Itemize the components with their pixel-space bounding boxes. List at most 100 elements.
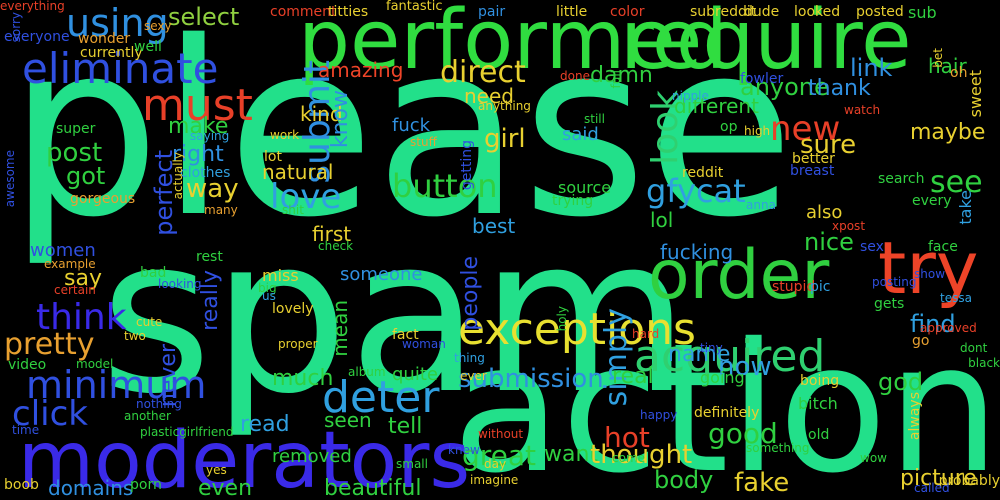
word: day bbox=[484, 457, 507, 471]
word: also bbox=[806, 202, 843, 223]
word: everything bbox=[0, 0, 65, 13]
word: fact bbox=[392, 327, 419, 343]
word: anyone bbox=[740, 73, 829, 101]
word: please bbox=[8, 0, 795, 270]
word: lot bbox=[264, 149, 282, 165]
word: wow bbox=[860, 451, 887, 465]
word: posted bbox=[856, 4, 904, 20]
word: another bbox=[124, 409, 171, 423]
word: new bbox=[770, 109, 841, 149]
word: cute bbox=[136, 315, 163, 329]
word: posting bbox=[872, 275, 917, 289]
word: probably bbox=[938, 473, 1000, 489]
word: think bbox=[36, 297, 127, 338]
word: saying bbox=[190, 129, 230, 143]
word: quite bbox=[392, 364, 438, 385]
word: now bbox=[718, 352, 772, 382]
word: awesome bbox=[3, 150, 17, 208]
word: nothing bbox=[136, 397, 182, 411]
word: oh bbox=[950, 65, 968, 81]
word: exceptions bbox=[458, 304, 696, 355]
word: submission bbox=[458, 364, 604, 394]
word: gets bbox=[874, 296, 905, 312]
word: pair bbox=[478, 4, 506, 20]
word: knew bbox=[448, 443, 480, 457]
word: good bbox=[708, 417, 778, 450]
word: full bbox=[609, 70, 623, 89]
word: best bbox=[472, 214, 516, 238]
word: real bbox=[612, 364, 654, 389]
word: know bbox=[328, 90, 353, 149]
word: proper bbox=[278, 337, 318, 351]
word: hard bbox=[632, 327, 660, 341]
word: us bbox=[262, 289, 276, 303]
word: anna bbox=[746, 198, 776, 212]
word: little bbox=[556, 4, 588, 20]
word: kind bbox=[300, 102, 343, 126]
word: moderators bbox=[18, 416, 471, 500]
word: work bbox=[270, 128, 300, 142]
word: watch bbox=[844, 103, 881, 117]
word: tessa bbox=[940, 291, 972, 305]
word: imagine bbox=[470, 473, 519, 487]
word: sub bbox=[908, 3, 937, 22]
word: subreddit bbox=[690, 4, 757, 20]
word: fuck bbox=[392, 115, 431, 136]
word: love bbox=[270, 177, 342, 217]
word: looked bbox=[794, 4, 841, 20]
word: hair bbox=[928, 54, 967, 78]
word: two bbox=[124, 329, 146, 343]
word: removed bbox=[272, 446, 352, 467]
word: first bbox=[312, 222, 352, 246]
word: order bbox=[648, 236, 830, 315]
word: still bbox=[584, 112, 605, 126]
word: titties bbox=[328, 4, 369, 20]
word: picture bbox=[900, 466, 977, 491]
word: gorgeous bbox=[70, 191, 136, 207]
word: minimum bbox=[26, 363, 207, 407]
word: maybe bbox=[910, 120, 986, 145]
word: performed bbox=[298, 0, 728, 88]
word: name bbox=[668, 342, 731, 367]
word: shit bbox=[282, 203, 304, 217]
word: mean bbox=[328, 300, 352, 357]
word: body bbox=[654, 466, 714, 494]
word: time bbox=[12, 423, 40, 437]
word: amazing bbox=[318, 58, 404, 82]
word: make bbox=[168, 114, 229, 139]
word: high bbox=[744, 124, 771, 138]
word: nipple bbox=[672, 89, 709, 103]
word: source bbox=[558, 178, 612, 197]
word: approved bbox=[920, 321, 977, 335]
word: come bbox=[612, 451, 646, 465]
word: show bbox=[914, 267, 946, 281]
word: xpost bbox=[832, 219, 866, 233]
word: read bbox=[240, 412, 290, 437]
word: gfycat bbox=[646, 172, 746, 210]
word: beautiful bbox=[324, 476, 422, 500]
word: everyone bbox=[4, 29, 70, 45]
word: button bbox=[392, 167, 498, 205]
word: tiny bbox=[700, 341, 723, 355]
word: different bbox=[674, 94, 759, 118]
word: eliminate bbox=[22, 44, 219, 93]
word: got bbox=[66, 162, 106, 190]
word: lovely bbox=[272, 301, 314, 317]
word: dont bbox=[960, 341, 988, 355]
word: pretty bbox=[4, 327, 95, 362]
word: pic bbox=[810, 279, 831, 295]
word: actually bbox=[171, 152, 185, 200]
word: direct bbox=[440, 55, 526, 90]
word: select bbox=[168, 3, 240, 31]
word: fake bbox=[734, 468, 790, 498]
word: way bbox=[186, 174, 239, 204]
word: something bbox=[746, 441, 810, 455]
word: stuff bbox=[410, 135, 437, 149]
word: find bbox=[910, 310, 956, 338]
word: domains bbox=[48, 476, 134, 500]
word: without bbox=[478, 427, 524, 441]
word: bet bbox=[931, 48, 945, 68]
word: done bbox=[560, 69, 590, 83]
word: plasticgirlfriend bbox=[140, 425, 234, 439]
